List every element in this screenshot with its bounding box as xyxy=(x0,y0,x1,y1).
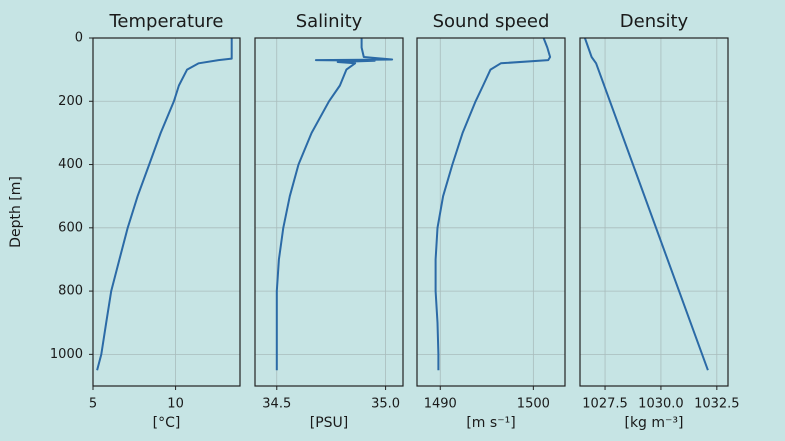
x-tick-label: 1490 xyxy=(424,397,457,412)
x-axis-label: [kg m⁻³] xyxy=(624,415,683,431)
y-tick-label: 200 xyxy=(58,94,83,109)
y-tick-label: 800 xyxy=(58,284,83,299)
y-tick-label: 400 xyxy=(58,157,83,172)
x-axis-label: [PSU] xyxy=(310,415,349,431)
profile-line xyxy=(434,37,552,371)
x-tick-label: 1500 xyxy=(517,397,550,412)
profile-line xyxy=(583,37,709,371)
x-tick-label: 5 xyxy=(89,397,97,412)
profile-line xyxy=(275,38,394,371)
x-tick-label: 1027.5 xyxy=(582,397,628,412)
x-axis-label: [°C] xyxy=(153,415,181,431)
y-tick-label: 1000 xyxy=(50,347,83,362)
panel-title: Temperature xyxy=(108,11,223,32)
panel-title: Sound speed xyxy=(433,11,550,32)
x-tick-label: 10 xyxy=(167,397,184,412)
x-tick-label: 34.5 xyxy=(262,397,291,412)
panel-title: Density xyxy=(620,11,689,32)
profile-line xyxy=(96,38,233,371)
y-tick-label: 600 xyxy=(58,220,83,235)
panel-frame xyxy=(254,37,404,387)
panel-frame xyxy=(92,37,241,387)
y-axis-label: Depth [m] xyxy=(8,176,24,248)
x-tick-label: 1030.0 xyxy=(638,397,684,412)
y-tick-label: 0 xyxy=(75,31,83,46)
panel-title: Salinity xyxy=(296,11,363,32)
x-tick-label: 1032.5 xyxy=(694,397,740,412)
x-axis-label: [m s⁻¹] xyxy=(466,415,515,431)
panel-frame xyxy=(579,37,729,387)
panel-frame xyxy=(416,37,566,387)
x-tick-label: 35.0 xyxy=(371,397,400,412)
